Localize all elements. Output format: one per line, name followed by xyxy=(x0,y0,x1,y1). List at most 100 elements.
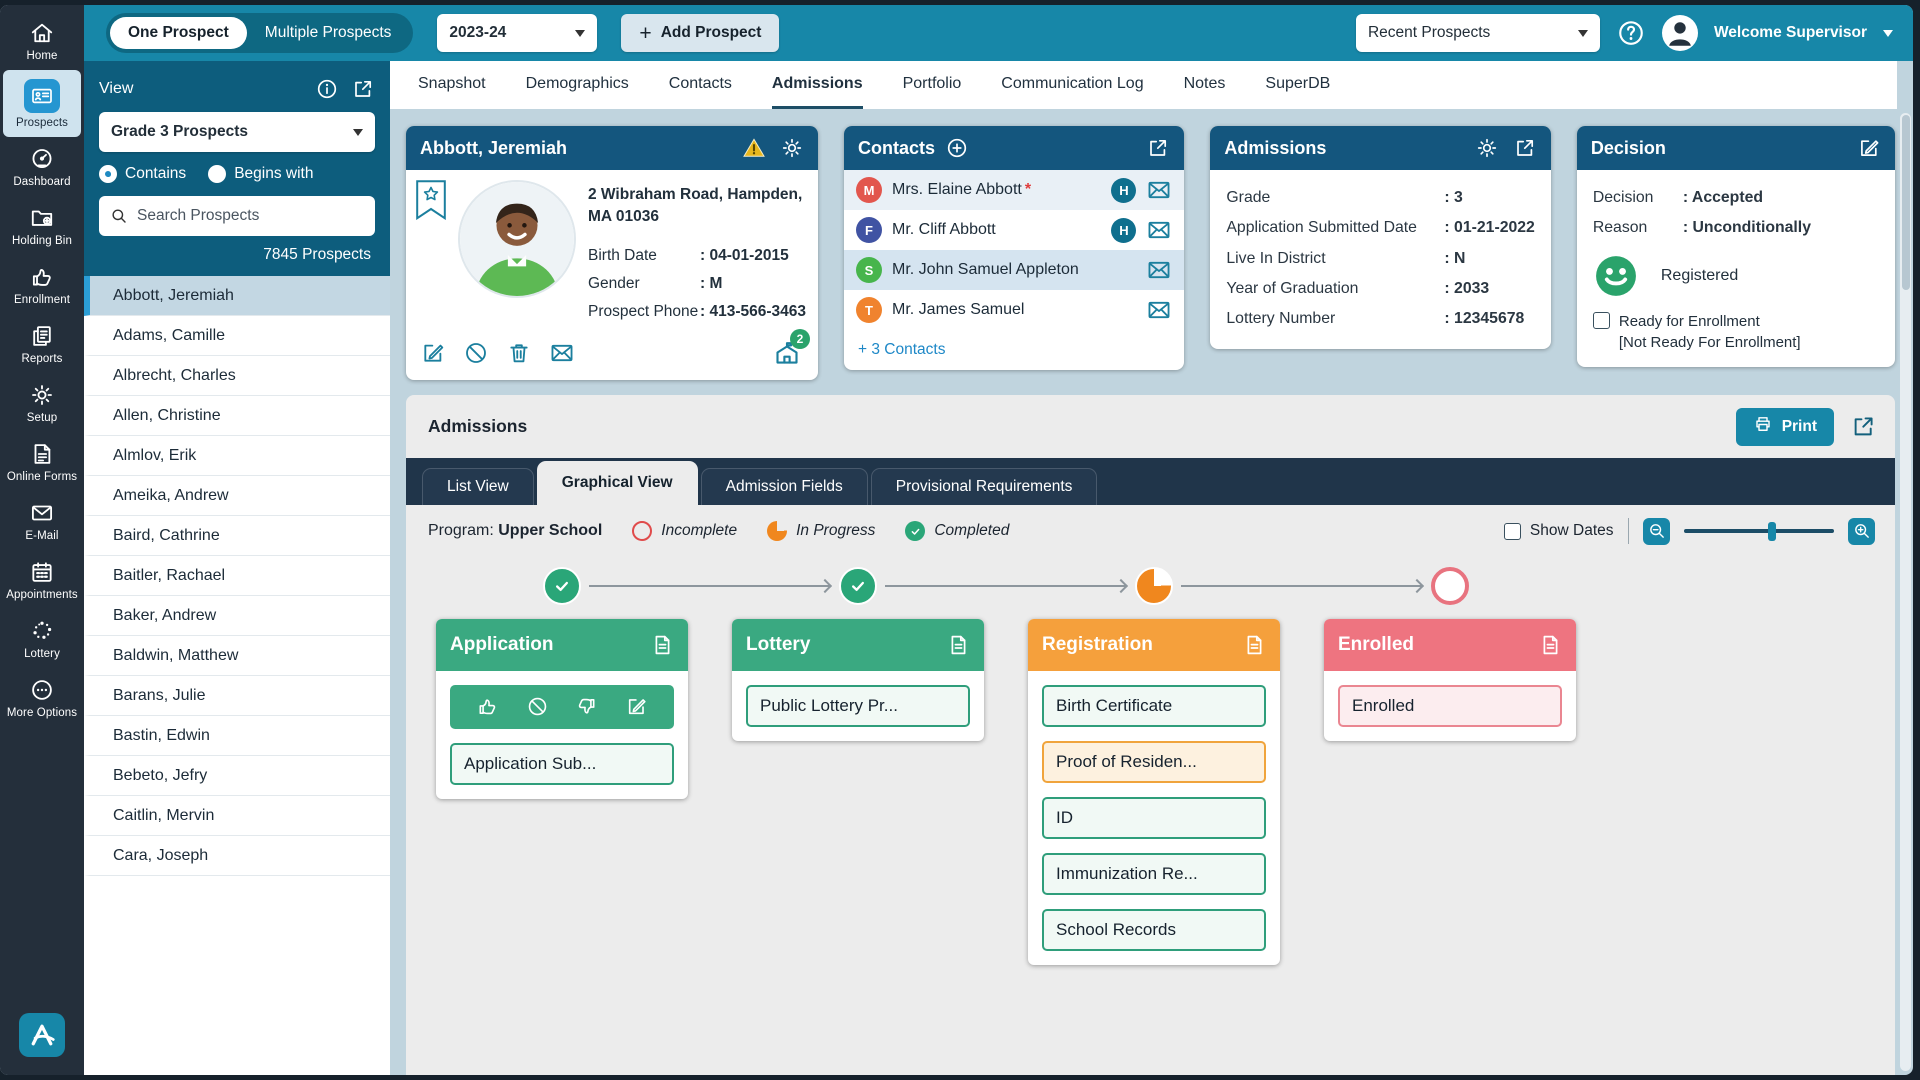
school-icon[interactable]: 2 xyxy=(772,328,810,368)
zoom-out-button[interactable] xyxy=(1643,517,1670,545)
more-contacts-link[interactable]: + 3 Contacts xyxy=(858,341,946,358)
tab-list-view[interactable]: List View xyxy=(422,467,534,505)
tab-notes[interactable]: Notes xyxy=(1183,74,1226,92)
delete-icon[interactable] xyxy=(506,340,532,366)
scrollbar-thumb[interactable] xyxy=(1901,115,1910,290)
sidebar-item-dashboard[interactable]: Dashboard xyxy=(3,137,81,196)
requirement-item-id[interactable]: ID xyxy=(1042,796,1266,839)
pipeline-node-lottery[interactable] xyxy=(839,566,877,605)
sidebar-item-holding-bin[interactable]: Holding Bin xyxy=(3,196,81,255)
view-select[interactable]: Grade 3 Prospects xyxy=(99,112,375,152)
tab-demographics[interactable]: Demographics xyxy=(525,74,629,92)
sidebar-item-enrollment[interactable]: Enrollment xyxy=(3,255,81,314)
scrollbar[interactable] xyxy=(1900,113,1911,1071)
edit-icon[interactable] xyxy=(420,340,446,366)
ready-for-enrollment-checkbox[interactable]: Ready for Enrollment [Not Ready For Enro… xyxy=(1592,311,1879,353)
tab-communication-log[interactable]: Communication Log xyxy=(1001,74,1144,92)
envelope-icon[interactable] xyxy=(1146,177,1172,203)
sidebar-item-home[interactable]: Home xyxy=(3,11,81,70)
sidebar-item-more-options[interactable]: More Options xyxy=(3,668,81,727)
gear-icon[interactable] xyxy=(1475,136,1499,160)
alert-icon[interactable] xyxy=(742,136,766,160)
show-dates-checkbox[interactable]: Show Dates xyxy=(1503,522,1614,541)
requirement-item-school-records[interactable]: School Records xyxy=(1042,908,1266,951)
tab-graphical-view[interactable]: Graphical View xyxy=(536,460,698,505)
one-prospect-toggle[interactable]: One Prospect xyxy=(110,17,247,49)
begins-with-radio[interactable]: Begins with xyxy=(208,165,313,183)
gear-icon[interactable] xyxy=(780,136,804,160)
prospect-list-item[interactable]: Cara, Joseph xyxy=(84,836,390,876)
school-year-select[interactable]: 2023-24 xyxy=(437,14,598,52)
recent-prospects-select[interactable]: Recent Prospects xyxy=(1355,14,1600,52)
print-button[interactable]: Print xyxy=(1735,407,1834,446)
sidebar-item-e-mail[interactable]: E-Mail xyxy=(3,491,81,550)
prospect-list-item[interactable]: Caitlin, Mervin xyxy=(84,796,390,836)
search-input[interactable] xyxy=(137,207,365,225)
envelope-icon[interactable] xyxy=(1146,217,1172,243)
user-menu-chevron-icon[interactable] xyxy=(1883,29,1893,37)
external-link-icon[interactable] xyxy=(1513,136,1537,160)
file-text-icon[interactable] xyxy=(1242,633,1266,657)
tab-snapshot[interactable]: Snapshot xyxy=(418,74,486,92)
tab-provisional-requirements[interactable]: Provisional Requirements xyxy=(870,467,1098,505)
tab-admissions[interactable]: Admissions xyxy=(771,61,863,109)
sidebar-item-appointments[interactable]: Appointments xyxy=(3,550,81,609)
requirement-item-birth-certificate[interactable]: Birth Certificate xyxy=(1042,684,1266,727)
envelope-icon[interactable] xyxy=(1146,257,1172,283)
file-text-icon[interactable] xyxy=(946,633,970,657)
contact-row[interactable]: F Mr. Cliff Abbott H xyxy=(844,210,1184,250)
external-link-icon[interactable] xyxy=(1850,413,1877,440)
contact-row[interactable]: S Mr. John Samuel Appleton xyxy=(844,250,1185,290)
envelope-icon[interactable] xyxy=(1146,297,1172,323)
tab-superdb[interactable]: SuperDB xyxy=(1265,74,1331,92)
info-icon[interactable] xyxy=(315,77,339,101)
sidebar-item-lottery[interactable]: Lottery xyxy=(3,609,81,668)
contact-row[interactable]: M Mrs. Elaine Abbott * H xyxy=(844,170,1185,210)
pipeline-node-registration[interactable] xyxy=(1135,566,1173,605)
requirement-item-public-lottery-pr[interactable]: Public Lottery Pr... xyxy=(746,684,970,727)
sidebar-item-online-forms[interactable]: Online Forms xyxy=(3,432,81,491)
prospect-list-item[interactable]: Baker, Andrew xyxy=(84,596,390,636)
prospect-list-item[interactable]: Almlov, Erik xyxy=(84,436,390,476)
tab-contacts[interactable]: Contacts xyxy=(668,74,732,92)
prospect-list-item[interactable]: Adams, Camille xyxy=(84,316,390,356)
zoom-in-button[interactable] xyxy=(1848,517,1875,545)
prospect-list-item[interactable]: Abbott, Jeremiah xyxy=(84,276,390,316)
prospect-list-item[interactable]: Ameika, Andrew xyxy=(84,476,390,516)
prospect-list-item[interactable]: Baird, Cathrine xyxy=(84,516,390,556)
add-prospect-button[interactable]: + Add Prospect xyxy=(621,14,780,52)
multiple-prospects-toggle[interactable]: Multiple Prospects xyxy=(247,17,410,49)
requirement-item-proof-of-residen[interactable]: Proof of Residen... xyxy=(1042,740,1266,783)
prospect-list-item[interactable]: Bebeto, Jefry xyxy=(84,756,390,796)
prospect-list-item[interactable]: Baldwin, Matthew xyxy=(84,636,390,676)
requirement-item-enrolled[interactable]: Enrolled xyxy=(1338,684,1562,727)
external-link-icon[interactable] xyxy=(351,77,375,101)
zoom-slider[interactable] xyxy=(1684,521,1834,541)
block-icon[interactable] xyxy=(526,695,549,718)
tab-admission-fields[interactable]: Admission Fields xyxy=(700,467,868,505)
prospect-list-item[interactable]: Albrecht, Charles xyxy=(84,356,390,396)
block-icon[interactable] xyxy=(463,340,489,366)
prospect-list-item[interactable]: Bastin, Edwin xyxy=(84,716,390,756)
bookmark-star-icon[interactable] xyxy=(416,180,446,221)
tab-portfolio[interactable]: Portfolio xyxy=(902,74,962,92)
thumbs-down-icon[interactable] xyxy=(575,695,598,718)
prospect-list-item[interactable]: Barans, Julie xyxy=(84,676,390,716)
sidebar-item-reports[interactable]: Reports xyxy=(3,314,81,373)
slider-thumb[interactable] xyxy=(1768,521,1776,541)
envelope-icon[interactable] xyxy=(549,340,575,366)
edit-icon[interactable] xyxy=(625,695,648,718)
edit-icon[interactable] xyxy=(1857,136,1881,160)
user-avatar[interactable] xyxy=(1661,15,1698,51)
help-icon[interactable] xyxy=(1616,18,1646,48)
prospect-list-item[interactable]: Baitler, Rachael xyxy=(84,556,390,596)
requirement-item-immunization-re[interactable]: Immunization Re... xyxy=(1042,852,1266,895)
thumbs-up-icon[interactable] xyxy=(476,695,499,718)
file-text-icon[interactable] xyxy=(1538,633,1562,657)
contains-radio[interactable]: Contains xyxy=(99,165,186,183)
sidebar-item-setup[interactable]: Setup xyxy=(3,373,81,432)
pipeline-node-application[interactable] xyxy=(543,566,581,605)
sidebar-item-prospects[interactable]: Prospects xyxy=(3,70,81,137)
app-logo[interactable] xyxy=(19,1013,65,1057)
file-text-icon[interactable] xyxy=(650,633,674,657)
